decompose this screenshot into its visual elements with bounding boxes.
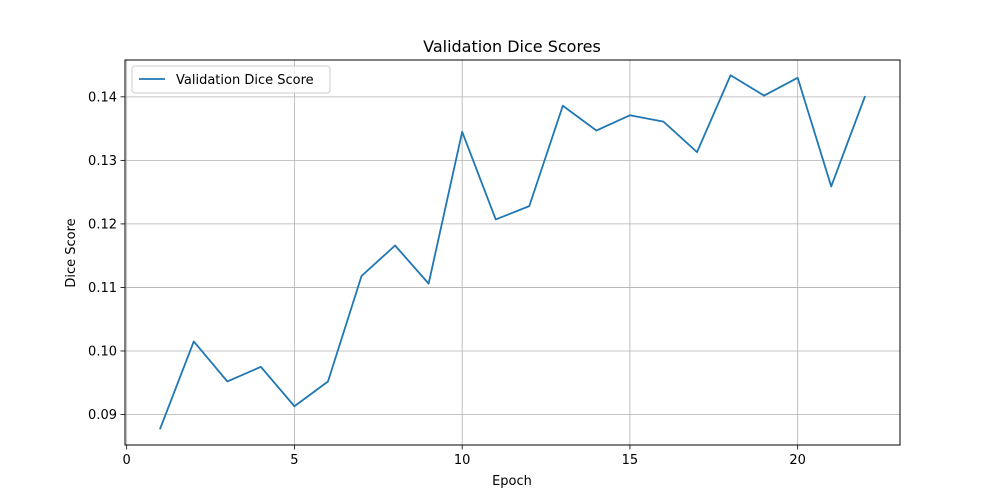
y-axis-ticks: 0.09 0.10 0.11 0.12 0.13 0.14 — [88, 90, 125, 423]
legend-box — [131, 65, 331, 94]
y-tick-label: 0.11 — [88, 281, 117, 296]
y-tick-label: 0.10 — [88, 344, 117, 359]
x-tick-label: 5 — [290, 453, 298, 468]
y-tick-label: 0.12 — [88, 217, 117, 232]
series-lines — [159, 74, 866, 430]
legend-entry-label: Validation Dice Score — [176, 73, 314, 88]
chart-title: Validation Dice Scores — [423, 37, 601, 56]
plot-area-frame — [124, 59, 901, 446]
legend: Validation Dice Score — [131, 65, 331, 94]
series-line-0 — [159, 74, 866, 430]
x-axis-label: Epoch — [492, 474, 532, 489]
y-axis-label: Dice Score — [64, 218, 79, 287]
grid — [125, 60, 900, 445]
x-tick-label: 0 — [123, 453, 131, 468]
y-tick-label: 0.13 — [88, 154, 117, 169]
x-tick-label: 15 — [622, 453, 639, 468]
x-tick-label: 10 — [454, 453, 471, 468]
y-tick-label: 0.14 — [88, 90, 117, 105]
x-axis-ticks: 0 5 10 15 20 — [123, 445, 806, 468]
y-tick-label: 0.09 — [88, 408, 117, 423]
x-tick-label: 20 — [789, 453, 806, 468]
